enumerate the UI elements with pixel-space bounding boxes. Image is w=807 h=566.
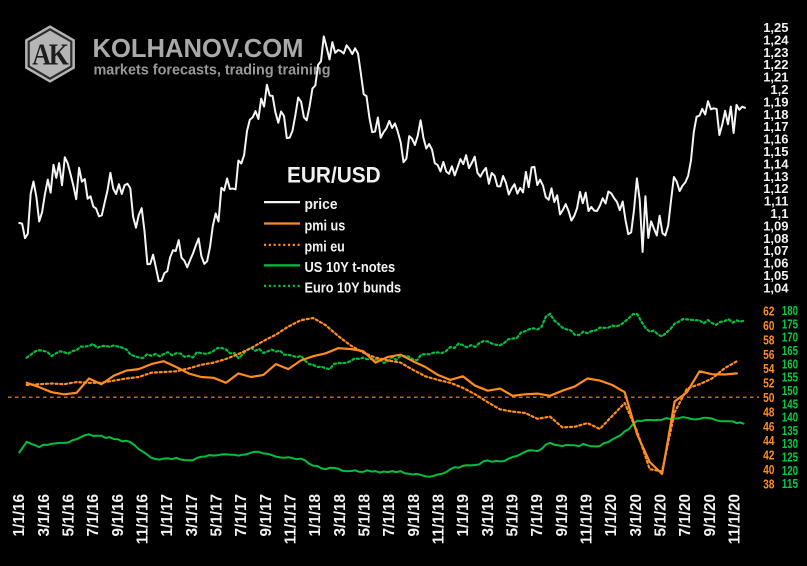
svg-text:52: 52 [763, 376, 774, 391]
svg-text:1,25: 1,25 [763, 20, 788, 35]
svg-text:9/1/17: 9/1/17 [258, 494, 275, 537]
svg-text:1/1/17: 1/1/17 [159, 494, 176, 537]
svg-text:1,18: 1,18 [763, 107, 788, 122]
svg-text:5/1/19: 5/1/19 [505, 494, 522, 537]
svg-text:1,11: 1,11 [764, 194, 789, 209]
svg-text:5/1/20: 5/1/20 [653, 494, 670, 537]
svg-text:1,2: 1,2 [770, 82, 788, 97]
svg-text:9/1/18: 9/1/18 [406, 494, 423, 537]
svg-text:180: 180 [782, 303, 798, 318]
svg-text:1,21: 1,21 [763, 70, 788, 85]
svg-text:1,24: 1,24 [763, 32, 789, 47]
svg-text:150: 150 [782, 383, 798, 398]
svg-text:135: 135 [782, 423, 798, 438]
svg-text:1,19: 1,19 [763, 94, 788, 109]
svg-text:1/1/19: 1/1/19 [455, 494, 472, 537]
svg-text:48: 48 [763, 404, 774, 419]
svg-text:155: 155 [782, 370, 798, 385]
svg-text:11/1/16: 11/1/16 [134, 494, 151, 544]
svg-text:1/1/16: 1/1/16 [11, 494, 28, 537]
svg-text:7/1/17: 7/1/17 [233, 494, 250, 537]
svg-text:44: 44 [763, 433, 775, 448]
svg-text:pmi eu: pmi eu [305, 240, 345, 256]
svg-text:1,17: 1,17 [763, 119, 788, 134]
svg-text:9/1/20: 9/1/20 [702, 494, 719, 537]
svg-text:160: 160 [782, 356, 798, 371]
svg-text:11/1/19: 11/1/19 [579, 494, 596, 544]
svg-text:markets forecasts, trading tra: markets forecasts, trading training [94, 62, 331, 79]
svg-text:3/1/18: 3/1/18 [332, 494, 349, 537]
svg-text:56: 56 [763, 347, 774, 362]
svg-text:1,13: 1,13 [763, 169, 788, 184]
svg-text:1/1/20: 1/1/20 [603, 494, 620, 537]
svg-text:54: 54 [763, 361, 775, 376]
svg-text:38: 38 [763, 476, 774, 491]
svg-text:9/1/16: 9/1/16 [110, 494, 127, 537]
svg-text:KOLHANOV.COM: KOLHANOV.COM [93, 33, 304, 63]
svg-text:165: 165 [782, 343, 798, 358]
svg-text:3/1/16: 3/1/16 [36, 494, 53, 537]
svg-text:145: 145 [782, 396, 798, 411]
svg-text:130: 130 [782, 436, 798, 451]
svg-text:1,16: 1,16 [763, 132, 788, 147]
svg-text:120: 120 [782, 463, 798, 478]
svg-text:1,1: 1,1 [770, 206, 788, 221]
svg-text:1/1/18: 1/1/18 [307, 494, 324, 537]
svg-text:170: 170 [782, 330, 798, 345]
svg-text:1,09: 1,09 [763, 218, 788, 233]
svg-text:1,07: 1,07 [763, 243, 788, 258]
svg-text:7/1/19: 7/1/19 [529, 494, 546, 537]
svg-text:1,15: 1,15 [763, 144, 788, 159]
svg-text:3/1/17: 3/1/17 [184, 494, 201, 537]
svg-text:7/1/16: 7/1/16 [85, 494, 102, 537]
svg-text:60: 60 [763, 318, 774, 333]
svg-text:price: price [305, 197, 338, 213]
svg-text:US 10Y t-notes: US 10Y t-notes [305, 260, 396, 276]
svg-text:7/1/18: 7/1/18 [381, 494, 398, 537]
svg-text:175: 175 [782, 316, 798, 331]
svg-text:3/1/20: 3/1/20 [628, 494, 645, 537]
svg-text:5/1/18: 5/1/18 [357, 494, 374, 537]
svg-text:1,04: 1,04 [763, 280, 789, 295]
svg-text:Euro 10Y bunds: Euro 10Y bunds [305, 281, 402, 297]
svg-text:42: 42 [763, 448, 774, 463]
svg-text:pmi us: pmi us [305, 218, 346, 234]
svg-text:58: 58 [763, 332, 774, 347]
svg-text:1,23: 1,23 [763, 45, 788, 60]
svg-text:62: 62 [763, 304, 774, 319]
svg-text:EUR/USD: EUR/USD [287, 163, 381, 188]
svg-text:AK: AK [32, 38, 69, 71]
svg-text:140: 140 [782, 410, 798, 425]
svg-text:5/1/17: 5/1/17 [209, 494, 226, 537]
svg-text:1,06: 1,06 [763, 256, 788, 271]
svg-text:7/1/20: 7/1/20 [677, 494, 694, 537]
svg-text:5/1/16: 5/1/16 [60, 494, 77, 537]
svg-text:46: 46 [763, 419, 774, 434]
svg-text:1,05: 1,05 [763, 268, 788, 283]
svg-text:1,12: 1,12 [763, 181, 788, 196]
svg-text:11/1/20: 11/1/20 [727, 494, 744, 544]
svg-text:40: 40 [763, 462, 774, 477]
svg-text:50: 50 [763, 390, 774, 405]
svg-text:1,14: 1,14 [763, 156, 789, 171]
svg-text:1,22: 1,22 [763, 57, 788, 72]
svg-text:9/1/19: 9/1/19 [554, 494, 571, 537]
svg-text:1,08: 1,08 [763, 231, 788, 246]
svg-text:11/1/17: 11/1/17 [283, 494, 300, 544]
svg-text:3/1/19: 3/1/19 [480, 494, 497, 537]
svg-text:115: 115 [782, 476, 798, 491]
svg-text:11/1/18: 11/1/18 [431, 494, 448, 545]
svg-text:125: 125 [782, 450, 798, 465]
